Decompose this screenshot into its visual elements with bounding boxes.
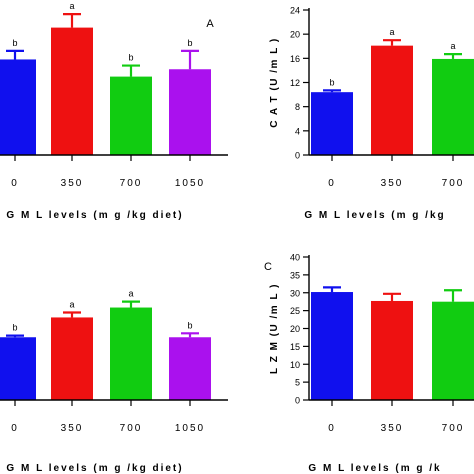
significance-letter: b xyxy=(187,38,192,48)
y-tick-label: 40 xyxy=(290,253,300,263)
bar-350 xyxy=(51,27,93,156)
y-axis-label: C A T (U /m L ) xyxy=(269,37,280,127)
significance-letter: b xyxy=(12,323,17,333)
bar-350 xyxy=(51,317,93,400)
bar-0 xyxy=(0,59,36,156)
y-tick-label: 0 xyxy=(295,151,300,161)
panel-label: C xyxy=(264,261,272,273)
y-tick-label: 5 xyxy=(295,378,300,388)
significance-letter: a xyxy=(389,27,394,37)
x-tick-label: 1050 xyxy=(175,178,205,189)
x-tick-label: 350 xyxy=(61,178,84,189)
x-tick-label: 0 xyxy=(11,423,19,434)
bar-1050 xyxy=(169,337,211,400)
y-tick-label: 20 xyxy=(290,324,300,334)
panel-label: A xyxy=(206,18,214,30)
y-tick-label: 16 xyxy=(290,54,300,64)
significance-letter: b xyxy=(187,320,192,330)
y-tick-label: 12 xyxy=(290,78,300,88)
x-axis-label: G M L levels (m g /k xyxy=(308,463,441,474)
bar-350 xyxy=(371,45,413,156)
y-tick-label: 4 xyxy=(295,126,300,136)
x-axis-label: G M L levels (m g /kg diet) xyxy=(6,463,183,474)
x-tick-label: 0 xyxy=(328,178,336,189)
significance-letter: b xyxy=(128,53,133,63)
bar-700 xyxy=(432,58,474,155)
bar-700 xyxy=(432,301,474,400)
bar-0 xyxy=(311,292,353,400)
x-axis-label: G M L levels (m g /kg xyxy=(304,210,445,221)
x-tick-label: 700 xyxy=(120,178,143,189)
x-tick-label: 700 xyxy=(442,423,465,434)
x-tick-label: 350 xyxy=(381,423,404,434)
x-tick-label: 700 xyxy=(120,423,143,434)
significance-letter: b xyxy=(329,77,334,87)
bar-700 xyxy=(110,76,152,155)
x-tick-label: 350 xyxy=(61,423,84,434)
y-tick-label: 20 xyxy=(290,30,300,40)
significance-letter: a xyxy=(128,289,133,299)
bar-1050 xyxy=(169,69,211,155)
bar-0 xyxy=(0,337,36,400)
y-tick-label: 10 xyxy=(290,360,300,370)
significance-letter: a xyxy=(450,41,455,51)
y-axis-label: L Z M (U /m L ) xyxy=(269,283,280,374)
x-tick-label: 0 xyxy=(328,423,336,434)
y-tick-label: 0 xyxy=(295,396,300,406)
x-axis-label: G M L levels (m g /kg diet) xyxy=(6,210,183,221)
significance-letter: a xyxy=(69,1,74,11)
significance-letter: b xyxy=(12,38,17,48)
x-tick-label: 1050 xyxy=(175,423,205,434)
x-tick-label: 350 xyxy=(381,178,404,189)
bar-0 xyxy=(311,92,353,155)
y-tick-label: 30 xyxy=(290,288,300,298)
bar-700 xyxy=(110,307,152,400)
x-tick-label: 0 xyxy=(11,178,19,189)
bar-350 xyxy=(371,300,413,400)
x-tick-label: 700 xyxy=(442,178,465,189)
y-tick-label: 15 xyxy=(290,342,300,352)
y-tick-label: 24 xyxy=(290,6,300,16)
y-tick-label: 25 xyxy=(290,306,300,316)
y-tick-label: 35 xyxy=(290,270,300,280)
y-tick-label: 8 xyxy=(295,102,300,112)
significance-letter: a xyxy=(69,299,74,309)
